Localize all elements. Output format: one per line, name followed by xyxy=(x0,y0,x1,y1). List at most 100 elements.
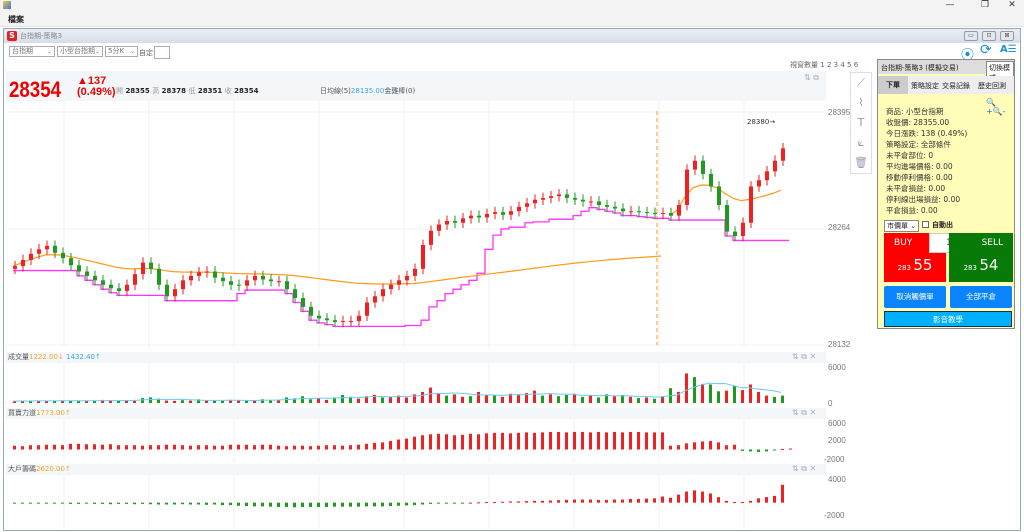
bar xyxy=(677,391,680,403)
candle xyxy=(357,315,361,322)
bigplayer-value: 2620.00↑ xyxy=(36,465,71,473)
candle xyxy=(165,284,169,297)
bar xyxy=(525,501,528,503)
window-minimize-button[interactable]: ▭ xyxy=(964,31,978,41)
volume-ma-line xyxy=(12,382,782,402)
order-type-select[interactable]: 市價單 ⌄ xyxy=(884,220,920,232)
candle xyxy=(189,275,193,281)
sell-button[interactable]: SELL 283 54 xyxy=(949,233,1013,282)
bar xyxy=(93,444,96,450)
price-axis-top: 28395 xyxy=(828,108,851,117)
candle xyxy=(397,280,401,285)
bigplayer-title: 大戶籌碼 xyxy=(8,465,36,473)
polyline-tool-icon[interactable]: ⌇ xyxy=(858,96,864,109)
custom-period-input[interactable] xyxy=(154,46,170,59)
panel-close-icon[interactable]: ⇅ ⧉ ✕ xyxy=(792,352,817,361)
auto-exit-checkbox[interactable] xyxy=(922,221,929,228)
high-marker: 28380→ xyxy=(747,118,775,126)
info-line: 停利線出場損益: 0.00 xyxy=(886,195,961,204)
close-button[interactable]: ✕ xyxy=(1008,0,1016,10)
candle xyxy=(629,211,633,213)
bar xyxy=(485,394,488,403)
text-tool-icon[interactable]: T xyxy=(857,116,865,129)
bar xyxy=(157,502,160,505)
panel-title: 台指期-策略3 (模擬交易) xyxy=(878,60,1014,74)
candle xyxy=(293,289,297,299)
bar xyxy=(381,502,384,507)
menu-file[interactable]: 檔案 xyxy=(8,15,24,24)
flatten-all-button[interactable]: 全部平倉 xyxy=(950,286,1012,308)
market-select[interactable]: 台指期 ⌄ xyxy=(9,46,55,57)
candle xyxy=(157,268,161,285)
candle xyxy=(541,197,545,200)
bar xyxy=(437,433,440,450)
bar xyxy=(701,491,704,503)
candle xyxy=(429,230,433,245)
video-tutorial-button[interactable]: 影音教學 xyxy=(884,311,1012,327)
window-restore-button[interactable]: ⊡ xyxy=(982,31,996,41)
view-count-4[interactable]: 4 xyxy=(840,61,845,69)
power-value: 1773.00↑ xyxy=(36,409,71,417)
refresh-icon[interactable]: ⟳ xyxy=(980,42,992,58)
period-select[interactable]: 5分K ⌄ xyxy=(105,46,138,57)
bar xyxy=(589,499,592,503)
maximize-button[interactable]: ❐ xyxy=(980,0,990,10)
bar xyxy=(357,444,360,450)
bar xyxy=(85,502,88,504)
view-count-1[interactable]: 1 xyxy=(820,61,825,69)
bar xyxy=(133,400,136,403)
strategy-logo-icon: S xyxy=(7,31,17,41)
candle xyxy=(261,275,265,280)
bar xyxy=(573,431,576,450)
panel-close-icon[interactable]: ⇅ ⧉ ✕ xyxy=(792,408,817,417)
view-count-5[interactable]: 5 xyxy=(847,61,852,69)
bar xyxy=(101,502,104,504)
tab-trade-log[interactable]: 交易記錄 xyxy=(942,82,970,90)
bar xyxy=(533,432,536,450)
view-count-6[interactable]: 6 xyxy=(853,61,859,69)
bar xyxy=(253,445,256,450)
candle xyxy=(717,186,721,206)
chart-canvas[interactable]: 28380→ xyxy=(4,29,826,532)
bar xyxy=(93,400,96,403)
cancel-trigger-order-button[interactable]: 取消觸價單 xyxy=(884,286,946,308)
bar xyxy=(365,396,368,403)
candle xyxy=(269,279,273,282)
candle xyxy=(245,280,249,286)
panel-close-icon[interactable]: ⇅ ⧉ ✕ xyxy=(792,464,817,473)
tab-order[interactable]: 下單 xyxy=(878,76,908,94)
tab-strategy-settings[interactable]: 策略設定 xyxy=(911,82,939,90)
tab-backtest[interactable]: 歷史回測 xyxy=(978,82,1006,90)
power-title: 買賣力道 xyxy=(8,409,36,417)
bar xyxy=(693,377,696,403)
change-percent: (0.49%) xyxy=(77,86,116,98)
zoom-in-out-icon[interactable]: 🔍+🔍- xyxy=(986,98,1006,116)
sell-price-prefix: 283 xyxy=(963,264,977,272)
candle xyxy=(605,205,609,207)
ma-label: 日均線(5) xyxy=(320,87,351,95)
product-select[interactable]: 小型台指期 ⌄ xyxy=(57,46,103,57)
line-tool-icon[interactable]: ⟋ xyxy=(857,76,865,89)
bar xyxy=(125,400,128,403)
trash-icon[interactable]: 🗑 xyxy=(854,156,868,169)
candle xyxy=(317,315,321,319)
window-close-button[interactable]: ⊠ xyxy=(1000,31,1014,41)
fan-tool-icon[interactable]: ⟀ xyxy=(857,136,865,149)
bar xyxy=(565,499,568,503)
view-count-3[interactable]: 3 xyxy=(833,61,839,69)
minimize-button[interactable]: — xyxy=(945,0,955,10)
bar xyxy=(429,434,432,450)
candle xyxy=(493,212,497,214)
candle xyxy=(69,258,73,266)
bar xyxy=(277,502,280,507)
bar xyxy=(581,499,584,503)
candle xyxy=(573,197,577,200)
bar xyxy=(181,502,184,505)
candle xyxy=(613,206,617,209)
list-settings-icon[interactable]: A☰ xyxy=(1000,44,1017,55)
panel-tools-icon[interactable]: ⇅ ⧉ xyxy=(804,73,819,82)
bar xyxy=(197,399,200,403)
bar xyxy=(501,501,504,503)
bar xyxy=(141,502,144,504)
view-count-2[interactable]: 2 xyxy=(826,61,832,69)
